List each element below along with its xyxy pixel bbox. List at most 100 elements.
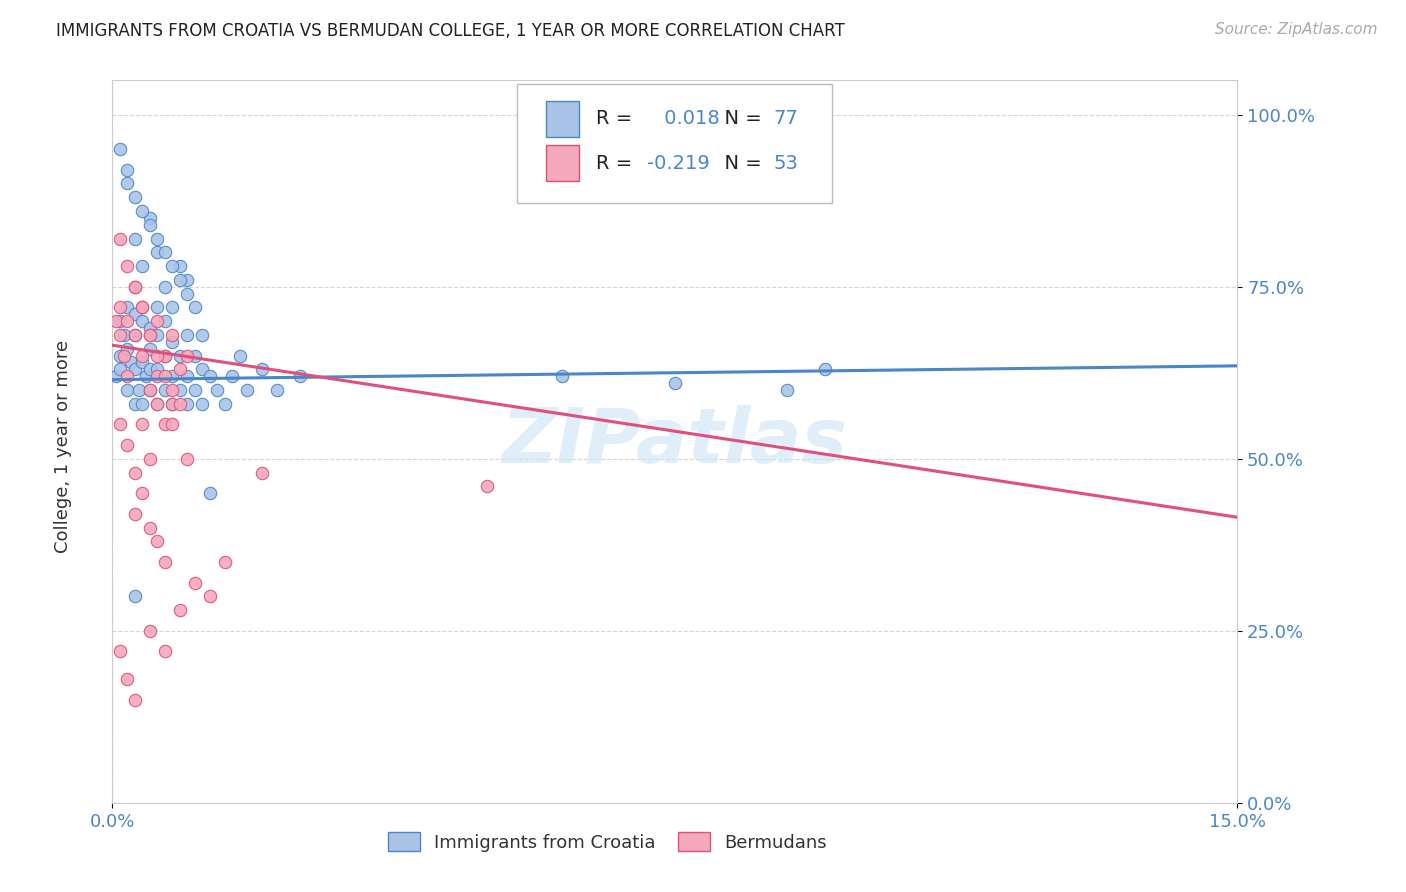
Point: [146, 327, 169, 342]
Point: [176, 451, 198, 466]
Text: 53: 53: [773, 153, 799, 173]
Point: [108, 142, 131, 156]
Point: [153, 279, 176, 293]
Point: [162, 397, 184, 411]
Point: [139, 362, 162, 376]
Point: [117, 314, 139, 328]
Point: [169, 273, 191, 287]
Point: [814, 362, 837, 376]
Point: [266, 383, 288, 397]
Point: [176, 327, 198, 342]
Point: [176, 273, 198, 287]
Point: [184, 383, 207, 397]
Point: [153, 314, 176, 328]
Point: [131, 301, 153, 315]
Point: [128, 383, 150, 397]
Text: R =: R =: [596, 109, 638, 128]
Point: [131, 349, 153, 363]
Point: [176, 286, 198, 301]
Point: [162, 369, 184, 384]
Point: [146, 231, 169, 245]
Point: [153, 349, 176, 363]
Point: [184, 301, 207, 315]
Point: [112, 349, 135, 363]
Point: [139, 327, 162, 342]
Point: [124, 466, 146, 480]
Point: [191, 362, 214, 376]
Point: [124, 507, 146, 521]
Point: [117, 383, 139, 397]
Text: N =: N =: [711, 109, 768, 128]
Point: [169, 362, 191, 376]
Point: [146, 397, 169, 411]
Point: [117, 342, 139, 356]
Text: 77: 77: [773, 109, 799, 128]
Point: [252, 466, 274, 480]
Point: [221, 369, 243, 384]
Point: [229, 349, 252, 363]
Point: [120, 355, 142, 369]
Point: [169, 349, 191, 363]
Point: [153, 369, 176, 384]
Point: [146, 314, 169, 328]
Point: [112, 327, 135, 342]
Point: [139, 520, 162, 534]
Point: [135, 369, 157, 384]
Point: [198, 590, 221, 604]
Point: [117, 259, 139, 273]
Point: [162, 417, 184, 432]
Point: [131, 314, 153, 328]
Text: Source: ZipAtlas.com: Source: ZipAtlas.com: [1215, 22, 1378, 37]
Text: R =: R =: [596, 153, 638, 173]
Point: [146, 245, 169, 260]
Point: [124, 307, 146, 321]
Point: [131, 486, 153, 500]
Point: [131, 397, 153, 411]
Point: [105, 369, 128, 384]
Text: ZIPatlas: ZIPatlas: [502, 405, 848, 478]
Point: [117, 301, 139, 315]
Point: [117, 672, 139, 686]
Point: [139, 342, 162, 356]
Point: [108, 362, 131, 376]
Point: [169, 259, 191, 273]
Point: [124, 231, 146, 245]
Point: [146, 534, 169, 549]
Point: [153, 383, 176, 397]
Point: [162, 383, 184, 397]
FancyBboxPatch shape: [517, 84, 832, 203]
Text: College, 1 year or more: College, 1 year or more: [55, 340, 72, 552]
Point: [477, 479, 499, 493]
Point: [169, 397, 191, 411]
Point: [124, 327, 146, 342]
Point: [117, 177, 139, 191]
Point: [162, 259, 184, 273]
Point: [139, 211, 162, 225]
FancyBboxPatch shape: [546, 145, 579, 181]
Point: [117, 438, 139, 452]
Point: [139, 383, 162, 397]
Point: [214, 555, 236, 569]
Point: [207, 383, 229, 397]
Point: [236, 383, 259, 397]
Point: [108, 327, 131, 342]
Point: [117, 369, 139, 384]
Point: [153, 644, 176, 658]
Point: [162, 327, 184, 342]
Point: [108, 314, 131, 328]
Text: -0.219: -0.219: [647, 153, 710, 173]
Point: [124, 362, 146, 376]
Point: [131, 204, 153, 219]
Point: [108, 231, 131, 245]
Point: [153, 349, 176, 363]
Point: [124, 590, 146, 604]
Legend: Immigrants from Croatia, Bermudans: Immigrants from Croatia, Bermudans: [381, 825, 834, 859]
Point: [124, 327, 146, 342]
Point: [162, 397, 184, 411]
Point: [153, 245, 176, 260]
Point: [198, 486, 221, 500]
Point: [664, 376, 686, 390]
Point: [117, 162, 139, 177]
Point: [184, 575, 207, 590]
Point: [191, 327, 214, 342]
